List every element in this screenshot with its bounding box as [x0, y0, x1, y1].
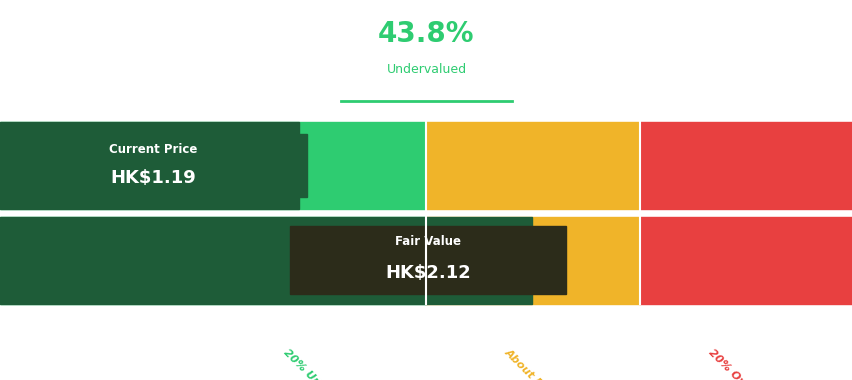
Text: 20% Undervalued: 20% Undervalued — [281, 347, 366, 380]
Bar — [639, 122, 852, 209]
Bar — [426, 217, 639, 304]
Text: 20% Overvalued: 20% Overvalued — [705, 347, 786, 380]
Bar — [639, 217, 852, 304]
Bar — [290, 226, 566, 294]
Bar — [0, 134, 307, 197]
Bar — [0, 122, 298, 209]
Text: About Right: About Right — [503, 347, 562, 380]
Bar — [0, 217, 532, 304]
Bar — [426, 122, 639, 209]
Text: Current Price: Current Price — [109, 143, 198, 156]
Text: HK$2.12: HK$2.12 — [385, 264, 470, 282]
Text: Undervalued: Undervalued — [386, 63, 466, 76]
Bar — [0, 217, 426, 304]
Text: Fair Value: Fair Value — [394, 234, 461, 248]
Bar — [0, 122, 426, 209]
Text: 43.8%: 43.8% — [377, 21, 475, 48]
Text: HK$1.19: HK$1.19 — [111, 169, 196, 187]
